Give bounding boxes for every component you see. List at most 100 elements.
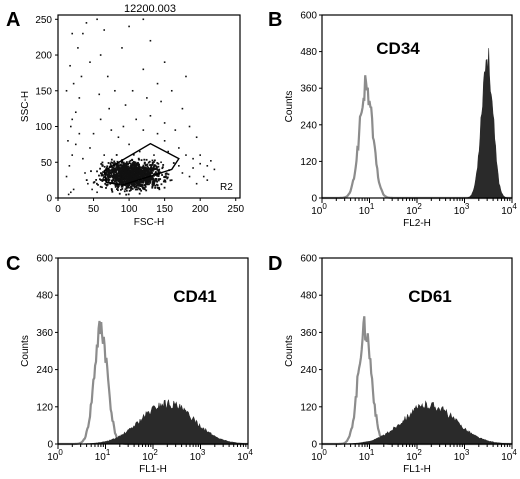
cluster-point — [129, 172, 131, 174]
cluster-point — [93, 181, 96, 183]
data-point — [199, 162, 201, 165]
cluster-point — [145, 189, 148, 192]
cluster-point — [116, 175, 119, 177]
cluster-point — [157, 171, 160, 174]
cluster-point — [140, 173, 143, 175]
cluster-point — [128, 167, 131, 170]
cluster-point — [125, 163, 128, 166]
cluster-point — [122, 166, 125, 169]
x-tick-exponent: 0 — [58, 448, 63, 457]
cluster-point — [137, 170, 139, 173]
cluster-point — [120, 179, 122, 182]
cluster-point — [124, 165, 126, 168]
cluster-point — [142, 164, 145, 167]
cluster-point — [122, 162, 125, 165]
cluster-point — [163, 176, 166, 179]
cluster-point — [154, 184, 157, 187]
cluster-point — [117, 166, 120, 168]
data-point — [74, 143, 77, 146]
cluster-point — [157, 162, 160, 165]
cluster-point — [121, 168, 124, 171]
cluster-point — [144, 188, 146, 191]
cluster-point — [144, 186, 147, 188]
cluster-point — [133, 181, 136, 184]
x-tick-label: 103 — [454, 448, 470, 463]
cluster-point — [116, 160, 119, 163]
data-point — [121, 47, 123, 49]
cluster-point — [121, 178, 123, 181]
x-tick-label: 104 — [501, 202, 517, 217]
cluster-point — [150, 165, 153, 168]
data-point — [142, 68, 145, 71]
data-point — [174, 129, 177, 131]
cluster-point — [118, 175, 120, 178]
data-point — [99, 118, 102, 121]
cluster-point — [136, 171, 138, 174]
x-tick-label: 104 — [237, 448, 253, 463]
cluster-point — [122, 175, 125, 178]
cluster-point — [136, 188, 139, 191]
data-point — [110, 129, 113, 131]
cluster-point — [147, 174, 150, 177]
cluster-point — [150, 177, 152, 179]
cluster-point — [123, 174, 126, 177]
cluster-point — [161, 166, 164, 169]
x-tick-base: 10 — [359, 452, 371, 463]
x-tick-base: 10 — [406, 452, 418, 463]
cluster-point — [118, 179, 121, 181]
cluster-point — [132, 175, 135, 178]
data-point — [122, 125, 125, 128]
cluster-point — [129, 162, 132, 165]
x-tick-exponent: 1 — [370, 448, 375, 457]
cluster-point — [137, 161, 139, 164]
plot-frame — [57, 14, 241, 199]
cluster-point — [124, 173, 127, 176]
panel-label: C — [6, 253, 20, 275]
data-point — [192, 157, 194, 160]
cluster-point — [138, 158, 140, 161]
cluster-point — [128, 160, 131, 163]
cluster-point — [118, 172, 121, 175]
cluster-point — [117, 167, 120, 170]
cluster-point — [107, 162, 110, 164]
y-tick-label: 480 — [36, 291, 53, 302]
cluster-point — [138, 188, 141, 191]
cluster-point — [126, 162, 129, 165]
x-tick-label: 103 — [454, 202, 470, 217]
cluster-point — [156, 180, 159, 183]
cluster-point — [126, 172, 129, 174]
cluster-point — [115, 154, 118, 156]
cluster-point — [142, 172, 145, 174]
data-point — [142, 129, 145, 131]
cluster-point — [165, 176, 167, 178]
data-point — [156, 132, 159, 135]
cluster-point — [143, 161, 146, 164]
x-tick-exponent: 3 — [465, 202, 470, 211]
cluster-point — [106, 170, 109, 173]
cluster-point — [112, 174, 115, 176]
cluster-point — [155, 166, 158, 169]
y-tick-label: 360 — [300, 84, 317, 95]
data-point — [98, 93, 101, 96]
cluster-point — [145, 177, 148, 180]
cluster-point — [140, 170, 143, 172]
cluster-point — [123, 171, 126, 174]
cluster-point — [125, 193, 128, 196]
data-point — [87, 182, 89, 185]
x-tick-base: 10 — [311, 206, 323, 217]
cluster-point — [133, 172, 135, 174]
cluster-point — [157, 165, 160, 168]
data-point — [71, 154, 74, 156]
cluster-point — [139, 177, 141, 180]
data-point — [108, 107, 110, 110]
cluster-point — [166, 176, 169, 179]
y-tick-label: 0 — [311, 194, 317, 205]
cluster-point — [147, 173, 150, 176]
data-point — [163, 61, 166, 63]
cluster-point — [102, 179, 105, 182]
x-axis-label: FL1-H — [139, 464, 167, 475]
cluster-point — [122, 181, 125, 183]
cluster-point — [149, 164, 151, 166]
cluster-point — [125, 178, 128, 181]
cluster-point — [135, 173, 138, 176]
